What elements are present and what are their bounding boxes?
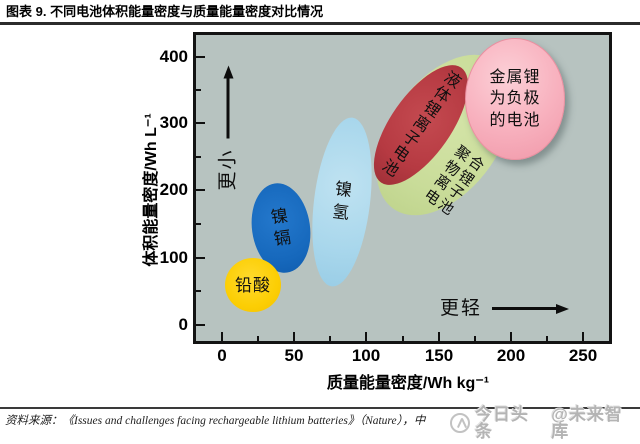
watermark-platform: 今日头条 bbox=[475, 405, 529, 441]
lighter-label: 更轻 bbox=[440, 298, 483, 319]
region-li-metal-anode: 金属锂 为负极 的电池 bbox=[465, 38, 565, 160]
region-label: 镍氢 bbox=[331, 179, 354, 223]
smaller-annotation: 更小 bbox=[217, 65, 239, 191]
region-label: 金属锂 为负极 的电池 bbox=[489, 68, 541, 129]
x-tick-mark bbox=[510, 332, 512, 341]
x-axis-label: 质量能量密度/Wh kg⁻¹ bbox=[326, 375, 490, 392]
x-minor-tick-mark bbox=[329, 336, 331, 341]
x-tick-label: 0 bbox=[217, 346, 227, 365]
y-tick-label: 0 bbox=[178, 315, 188, 334]
right-arrow-icon bbox=[492, 303, 570, 314]
y-minor-tick-mark bbox=[196, 290, 201, 292]
source-line: 资料来源：《Issues and challenges facing recha… bbox=[5, 413, 635, 429]
toutiao-logo-icon bbox=[450, 413, 470, 433]
y-tick-label: 200 bbox=[159, 180, 188, 199]
x-tick-label: 100 bbox=[351, 346, 381, 365]
source-label: 资料来源： bbox=[5, 415, 63, 427]
y-minor-tick-mark bbox=[196, 223, 201, 225]
x-tick-mark bbox=[582, 332, 584, 341]
region-ni-mh: 镍氢 bbox=[303, 114, 381, 290]
region-label: 镍镉 bbox=[269, 205, 293, 249]
y-tick-label: 400 bbox=[159, 47, 188, 66]
x-tick-label: 50 bbox=[284, 346, 304, 365]
watermark: 今日头条 @未来智库 bbox=[450, 406, 640, 440]
title-divider bbox=[0, 22, 640, 25]
y-tick-label: 100 bbox=[159, 248, 188, 267]
y-tick-mark bbox=[196, 56, 205, 58]
x-minor-tick-mark bbox=[257, 336, 259, 341]
y-axis-label: 体积能量密度/Wh L⁻¹ bbox=[143, 113, 160, 267]
x-tick-mark bbox=[221, 332, 223, 341]
plot-area: 镍氢 镍镉 铅酸 液体锂离子电池 聚合 物锂 离子 电池 金属锂 为负极 的电池… bbox=[193, 29, 612, 344]
x-minor-tick-mark bbox=[474, 336, 476, 341]
smaller-label: 更小 bbox=[217, 148, 239, 191]
x-tick-mark bbox=[365, 332, 367, 341]
source-text: 《Issues and challenges facing rechargeab… bbox=[62, 415, 426, 427]
region-lead-acid: 铅酸 bbox=[225, 258, 281, 312]
y-tick-mark bbox=[196, 122, 205, 124]
y-minor-tick-mark bbox=[196, 89, 201, 91]
region-label: 铅酸 bbox=[235, 275, 271, 295]
y-tick-mark bbox=[196, 189, 205, 191]
up-arrow-icon bbox=[223, 65, 233, 139]
y-tick-label: 300 bbox=[159, 113, 188, 132]
x-tick-label: 150 bbox=[424, 346, 454, 365]
page-title: 图表 9. 不同电池体积能量密度与质量能量密度对比情况 bbox=[6, 4, 324, 19]
x-minor-tick-mark bbox=[402, 336, 404, 341]
watermark-account: @未来智库 bbox=[551, 405, 623, 441]
lighter-annotation: 更轻 bbox=[440, 298, 570, 319]
x-tick-label: 250 bbox=[568, 346, 598, 365]
x-minor-tick-mark bbox=[546, 336, 548, 341]
y-minor-tick-mark bbox=[196, 156, 201, 158]
x-tick-mark bbox=[293, 332, 295, 341]
x-tick-mark bbox=[438, 332, 440, 341]
y-tick-mark bbox=[196, 324, 205, 326]
x-tick-label: 200 bbox=[496, 346, 526, 365]
footer-divider bbox=[0, 407, 640, 409]
y-tick-mark bbox=[196, 257, 205, 259]
